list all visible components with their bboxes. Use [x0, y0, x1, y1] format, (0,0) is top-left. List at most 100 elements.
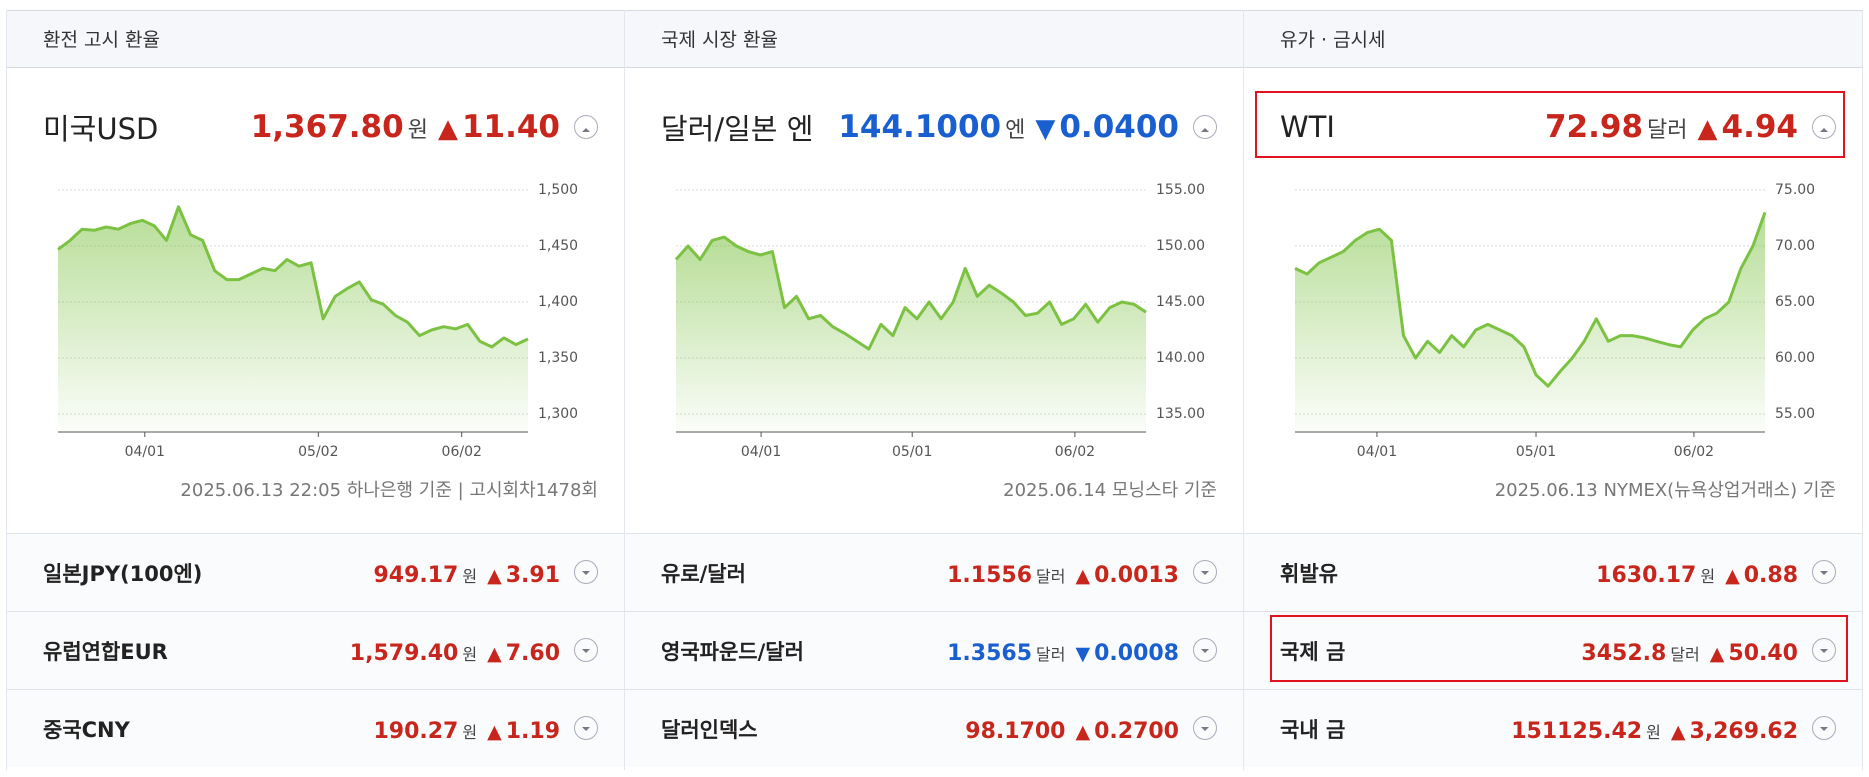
change-arrow: ▼ [1035, 114, 1056, 144]
row-name: 중국CNY [43, 717, 130, 742]
quote-row: 국제 금 3452.8 달러 ▲ 50.40 [1244, 611, 1862, 689]
quote-value: 144.1000 [838, 109, 1002, 145]
quote: 1630.17 원 ▲ 0.88 [1596, 558, 1836, 588]
change-arrow: ▲ [1697, 114, 1718, 144]
quote: 151125.42 원 ▲ 3,269.62 [1511, 714, 1836, 744]
y-tick-label: 1,300 [538, 406, 578, 422]
quote: 72.98 달러 ▲ 4.94 [1545, 109, 1836, 145]
quote: 949.17 원 ▲ 3.91 [373, 558, 598, 588]
quote-unit: 달러 [1036, 644, 1066, 664]
toggle-button[interactable] [574, 559, 598, 584]
y-tick-label: 140.00 [1156, 350, 1205, 366]
quote-value: 1.1556 [947, 562, 1033, 588]
quote-row: 영국파운드/달러 1.3565 달러 ▼ 0.0008 [625, 611, 1243, 689]
x-tick-label: 04/01 [125, 444, 165, 460]
quote-row: 중국CNY 190.27 원 ▲ 1.19 [7, 689, 624, 767]
main-quote: 미국USD 1,367.80 원 ▲ 11.40 [43, 102, 598, 152]
quote-value: 3452.8 [1581, 640, 1667, 666]
y-tick-label: 150.00 [1156, 238, 1205, 254]
quote-row: 유럽연합EUR 1,579.40 원 ▲ 7.60 [7, 611, 624, 689]
x-tick-label: 06/02 [1055, 444, 1095, 460]
toggle-button[interactable] [1193, 637, 1217, 662]
quote-unit: 원 [462, 566, 478, 586]
quote-value: 72.98 [1544, 109, 1644, 145]
area [58, 206, 528, 432]
row-name: 유로/달러 [661, 561, 746, 586]
quote-change: 1.19 [505, 718, 560, 744]
panel-header: 국제 시장 환율 [625, 10, 1243, 68]
quote-value: 1630.17 [1596, 562, 1697, 588]
y-tick-label: 145.00 [1156, 294, 1205, 310]
quote: 1,579.40 원 ▲ 7.60 [350, 636, 598, 666]
footnote: 2025.06.13 22:05 하나은행 기준 | 고시회차1478회 [180, 480, 598, 501]
change-arrow: ▲ [487, 720, 502, 743]
footnote: 2025.06.13 NYMEX(뉴욕상업거래소) 기준 [1494, 480, 1836, 501]
toggle-button[interactable] [574, 115, 598, 139]
y-tick-label: 70.00 [1775, 238, 1815, 254]
change-arrow: ▲ [437, 114, 458, 144]
toggle-button[interactable] [1812, 559, 1836, 584]
quote-value: 1.3565 [947, 640, 1033, 666]
panel: 유가 · 금시세 WTI 72.98 달러 ▲ 4.94 55.00 60.00 65.00 70… [1244, 10, 1863, 770]
line [1294, 211, 1767, 388]
highlight-box [1270, 615, 1848, 682]
toggle-button[interactable] [1193, 559, 1217, 584]
y-tick-label: 55.00 [1775, 406, 1815, 422]
quote-change: 3.91 [505, 562, 560, 588]
chart: 135.00 140.00 145.00 150.00 155.00 04/01 05/01… [674, 182, 1205, 460]
quote-change: 4.94 [1721, 109, 1799, 145]
toggle-button[interactable] [1812, 637, 1836, 662]
toggle-button[interactable] [1193, 115, 1217, 139]
quote-change: 0.88 [1743, 562, 1798, 588]
quote-row: 일본JPY(100엔) 949.17 원 ▲ 3.91 [7, 533, 624, 611]
quote-unit: 엔 [1005, 118, 1026, 143]
quote-unit: 원 [462, 722, 478, 742]
panel: 환전 고시 환율 미국USD 1,367.80 원 ▲ 11.40 1,300 1,350 1,… [6, 10, 625, 770]
y-tick-label: 65.00 [1775, 294, 1815, 310]
x-tick-label: 05/01 [1516, 444, 1556, 460]
change-arrow: ▲ [1725, 564, 1740, 587]
toggle-button[interactable] [1812, 115, 1836, 139]
quote-change: 50.40 [1728, 640, 1798, 666]
quote-change: 11.40 [461, 109, 560, 145]
quote-unit: 원 [1700, 566, 1716, 586]
quote: 3452.8 달러 ▲ 50.40 [1581, 636, 1836, 666]
panel-header: 유가 · 금시세 [1244, 10, 1862, 68]
toggle-button[interactable] [574, 715, 598, 740]
row-name: 달러인덱스 [661, 717, 758, 742]
highlight-box [1255, 91, 1845, 158]
quote-value: 151125.42 [1511, 718, 1643, 744]
quote: 98.1700 ▲ 0.2700 [965, 714, 1217, 744]
quote-unit: 달러 [1036, 566, 1066, 586]
panel: 국제 시장 환율 달러/일본 엔 144.1000 엔 ▼ 0.0400 135.00 140… [625, 10, 1244, 770]
panel-header: 환전 고시 환율 [7, 10, 624, 68]
toggle-button[interactable] [1812, 715, 1836, 740]
change-arrow: ▲ [487, 642, 502, 665]
row-name: 영국파운드/달러 [661, 639, 804, 664]
change-arrow: ▲ [1075, 720, 1091, 743]
main-quote: 달러/일본 엔 144.1000 엔 ▼ 0.0400 [661, 102, 1217, 152]
x-tick-label: 06/02 [1674, 444, 1714, 460]
quote-unit: 달러 [1670, 644, 1700, 664]
quote-row: 휘발유 1630.17 원 ▲ 0.88 [1244, 533, 1862, 611]
quote-change: 0.2700 [1094, 718, 1179, 744]
quote-change: 7.60 [505, 640, 560, 666]
y-tick-label: 1,500 [538, 182, 578, 198]
y-tick-label: 75.00 [1775, 182, 1815, 198]
quote-change: 0.0400 [1059, 109, 1179, 145]
change-arrow: ▼ [1075, 642, 1091, 665]
x-tick-label: 04/01 [741, 444, 781, 460]
x-tick-label: 06/02 [442, 444, 482, 460]
y-tick-label: 1,400 [538, 294, 578, 310]
toggle-button[interactable] [574, 637, 598, 662]
line [674, 235, 1147, 351]
toggle-button[interactable] [1193, 715, 1217, 740]
y-tick-label: 135.00 [1156, 406, 1205, 422]
line [57, 205, 529, 349]
quote: 1.3565 달러 ▼ 0.0008 [947, 636, 1217, 666]
quote-value: 190.27 [373, 718, 459, 744]
quote-value: 1,367.80 [250, 109, 404, 145]
row-name: 휘발유 [1280, 561, 1338, 586]
quote: 1,367.80 원 ▲ 11.40 [251, 109, 598, 145]
